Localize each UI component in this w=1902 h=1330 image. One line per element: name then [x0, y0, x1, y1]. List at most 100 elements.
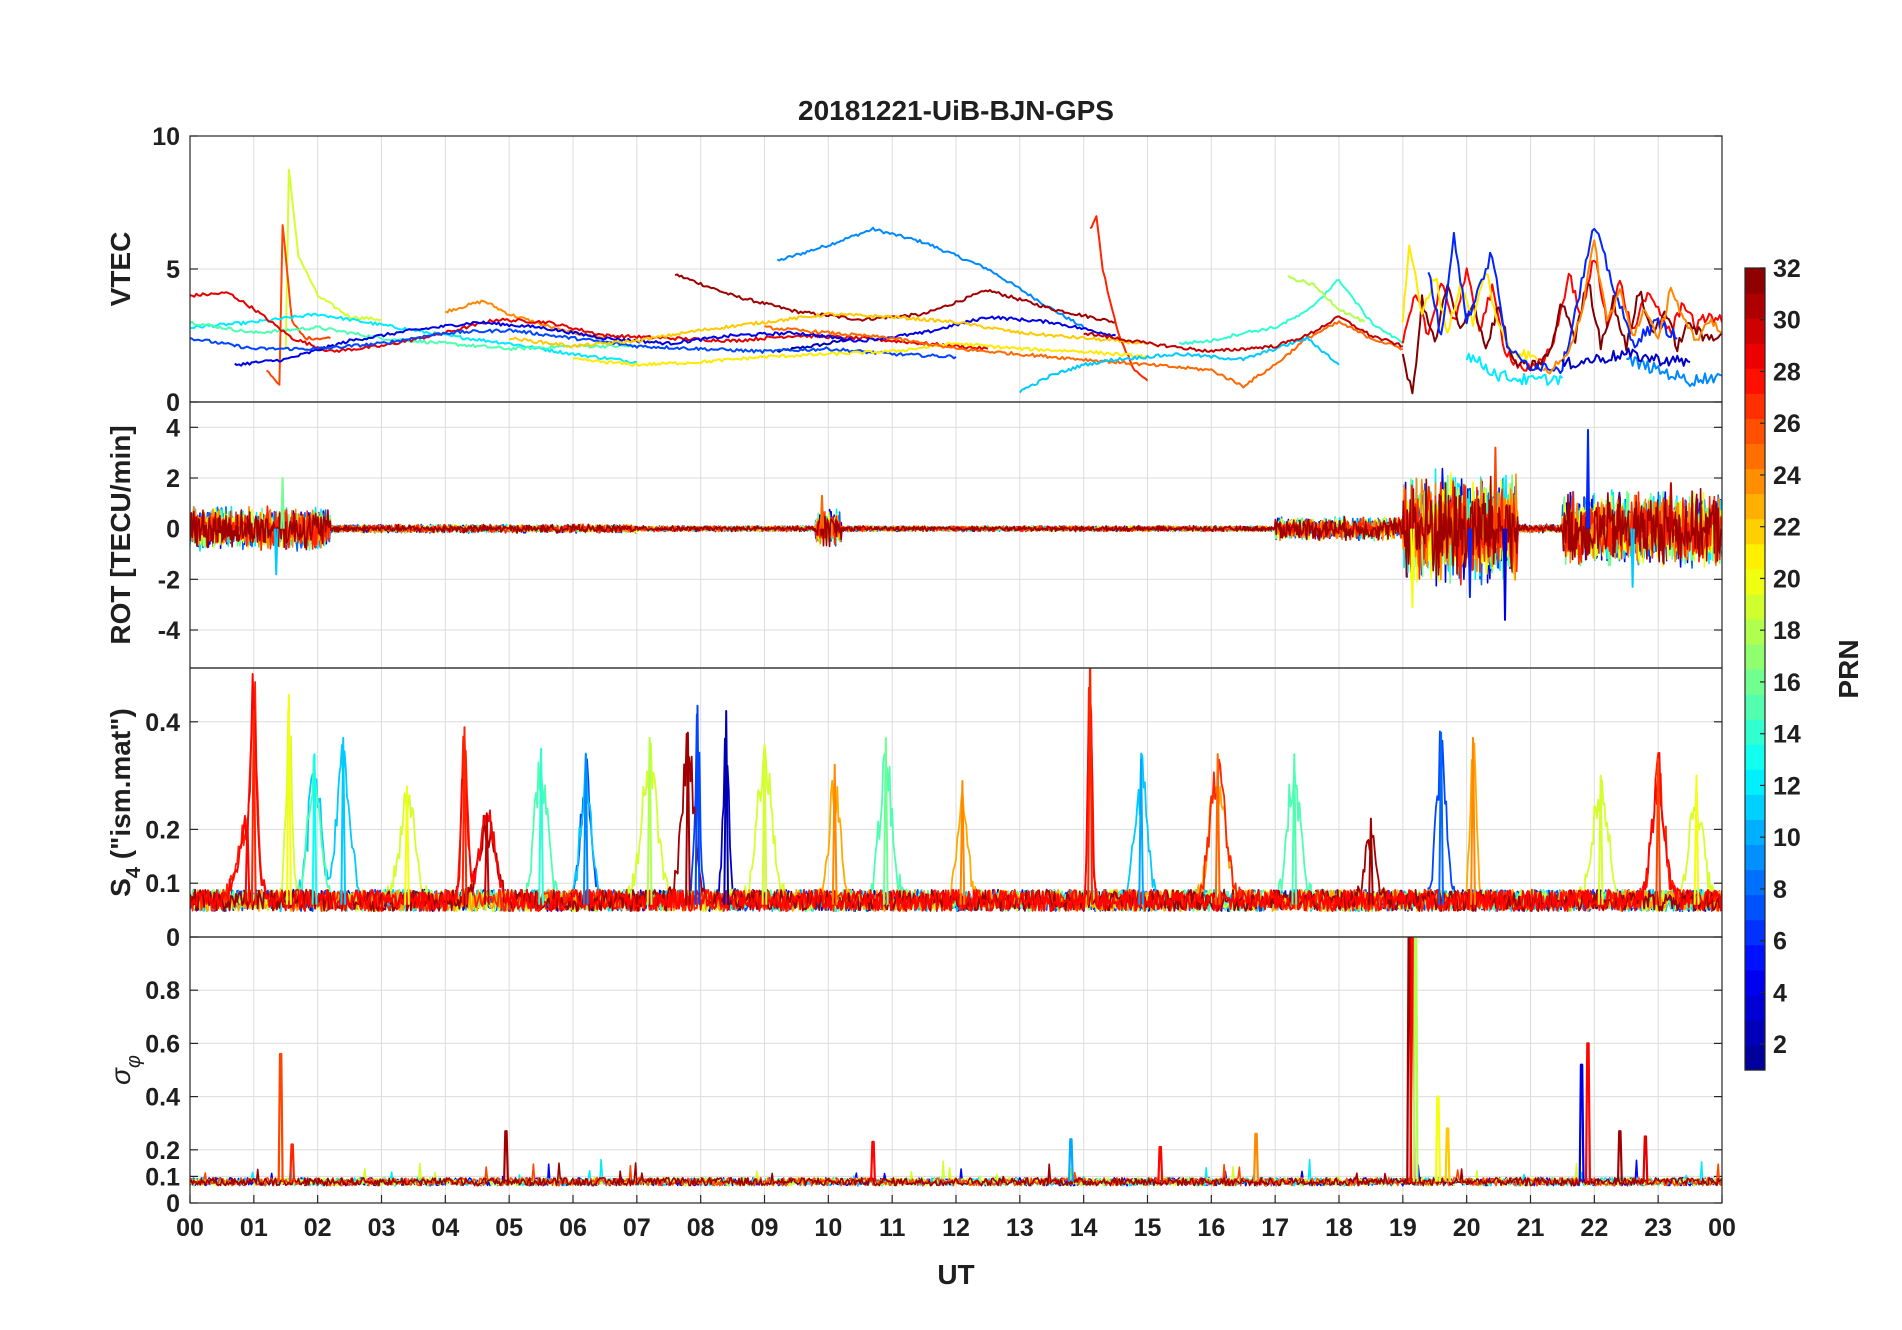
s4-peak [646, 736, 653, 905]
x-tick-label: 08 [687, 1214, 715, 1242]
colorbar-tick-label: 24 [1773, 462, 1801, 490]
rot-peak [273, 528, 279, 576]
y-tick-label: 5 [166, 256, 180, 284]
series-group [190, 428, 1722, 621]
y-tick-label: 0.1 [145, 1163, 180, 1191]
y-axis-title: S4 ("ism.mat") [105, 708, 145, 897]
sigma-spike [1616, 1130, 1623, 1182]
vtec-series-prn-3 [1561, 347, 1691, 370]
colorbar-segment [1745, 643, 1765, 670]
x-axis: 00 01 02 03 04 05 06 07 08 09 10 11 12 13 14 15 16 17 18 19… [176, 1195, 1736, 1242]
s4-peak [461, 726, 468, 905]
vtec-series-prn-21 [573, 342, 1148, 367]
s4-peak [959, 780, 966, 905]
rot-peak [280, 477, 285, 529]
x-tick-label: 11 [879, 1214, 906, 1242]
s4-peak [1597, 774, 1604, 905]
colorbar-segment [1745, 1019, 1765, 1046]
x-tick-label: 22 [1580, 1214, 1608, 1242]
x-tick-label: 00 [176, 1214, 204, 1242]
x-tick-label: 12 [942, 1214, 970, 1242]
sigma-series-prn-31 [190, 1162, 1722, 1187]
colorbar-segment [1745, 869, 1765, 896]
x-tick-label: 19 [1389, 1214, 1417, 1242]
colorbar-segment [1745, 268, 1765, 294]
sigma-spike [1444, 1127, 1451, 1182]
colorbar-tick-label: 10 [1773, 824, 1801, 852]
colorbar-tick-label: 12 [1773, 772, 1801, 800]
colorbar-segment [1745, 894, 1765, 921]
x-axis-title: UT [937, 1259, 974, 1290]
rot-peak [1502, 528, 1508, 621]
sigma-spike [1584, 1042, 1591, 1182]
s4-peak [1368, 817, 1374, 905]
sigma-spike [503, 1130, 509, 1182]
colorbar-segment [1745, 819, 1765, 846]
rot-peak [1467, 528, 1473, 599]
sigma-spike [1412, 937, 1419, 1182]
vtec-series-prn-9 [776, 226, 1085, 329]
y-tick-label: 0.4 [145, 1084, 180, 1112]
x-tick-label: 20 [1453, 1214, 1481, 1242]
s4-peak [340, 736, 347, 905]
colorbar-segment [1745, 719, 1765, 745]
x-tick-label: 00 [1708, 1214, 1736, 1242]
s4-peak [538, 747, 544, 905]
colorbar-segment [1745, 518, 1765, 545]
y-tick-label: -2 [158, 566, 180, 594]
y-tick-label: 0.1 [145, 870, 180, 898]
vtec-series-prn-14 [1178, 279, 1404, 345]
colorbar-tick-label: 28 [1773, 358, 1801, 386]
colorbar-segment [1745, 543, 1765, 570]
vtec-series-prn-15 [190, 320, 637, 352]
colorbar-segment [1745, 293, 1765, 319]
x-tick-label: 09 [751, 1214, 779, 1242]
rot-peak [1630, 528, 1635, 588]
y-tick-label: 0 [166, 516, 180, 544]
sigma-spike [870, 1140, 876, 1182]
sigma-spike [1253, 1132, 1259, 1182]
rot-peak [819, 494, 825, 529]
x-tick-label: 13 [1006, 1214, 1034, 1242]
colorbar-tick-label: 22 [1773, 514, 1801, 542]
colorbar-segment [1745, 919, 1765, 946]
y-tick-label: 0.2 [145, 816, 180, 844]
s4-peak [1291, 753, 1298, 905]
vtec-series-prn-26 [265, 224, 331, 386]
s4-peak [311, 753, 318, 905]
s4-peak [723, 710, 730, 905]
x-tick-label: 05 [495, 1214, 523, 1242]
y-tick-label: 0.2 [145, 1137, 180, 1165]
x-tick-label: 06 [559, 1214, 587, 1242]
colorbar-segment [1745, 343, 1765, 369]
series-group [190, 937, 1722, 1187]
colorbar-segment [1745, 769, 1765, 795]
sigma-spike [1067, 1138, 1074, 1182]
y-tick-label: 0.8 [145, 977, 180, 1005]
colorbar-segment [1745, 468, 1765, 495]
vtec-series-prn-11 [1019, 335, 1340, 394]
colorbar-tick-label: 26 [1773, 410, 1801, 438]
sigma-series-prn-26 [190, 1163, 1722, 1187]
colorbar-segment [1745, 443, 1765, 470]
y-axis-title: σφ [105, 1055, 145, 1085]
y-tick-label: 10 [152, 123, 180, 151]
colorbar-segment [1745, 794, 1765, 820]
x-tick-label: 07 [623, 1214, 651, 1242]
rot-peak [1668, 482, 1674, 529]
vtec-series-prn-24 [1542, 239, 1722, 375]
colorbar-segment [1745, 618, 1765, 645]
panel-rot: -4 -2 0 2 4 ROT [TECU/min] [105, 401, 1723, 669]
x-tick-label: 21 [1517, 1214, 1545, 1242]
vtec-series-prn-19 [284, 168, 382, 349]
y-axis-title: VTEC [105, 232, 136, 307]
colorbar-frame [1744, 267, 1766, 1071]
y-tick-label: 0 [166, 924, 180, 952]
colorbar-segment [1745, 744, 1765, 770]
vtec-series-prn-29 [190, 291, 989, 353]
vtec-series-prn-4 [234, 315, 1116, 367]
s4-peak [1655, 758, 1662, 905]
y-tick-label: 2 [166, 465, 180, 493]
colorbar-tick-label: 8 [1773, 876, 1787, 904]
x-tick-label: 18 [1325, 1214, 1353, 1242]
